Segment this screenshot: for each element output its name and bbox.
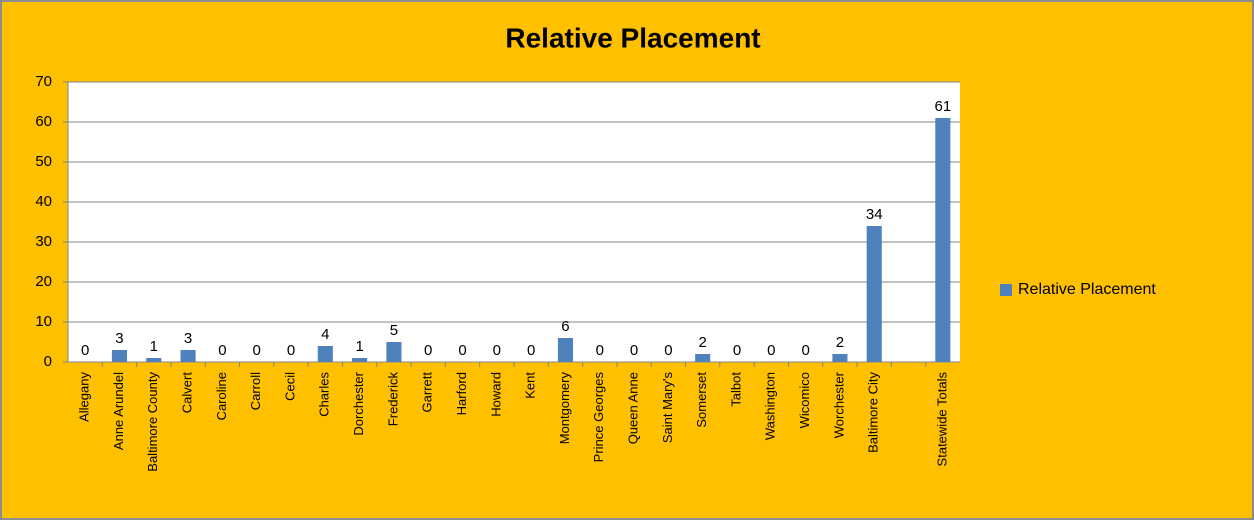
data-label: 0 (733, 342, 741, 359)
x-tick-label: Washington (763, 372, 778, 440)
bar (695, 354, 711, 362)
x-tick-label: Somerset (694, 372, 709, 428)
data-label: 0 (767, 342, 775, 359)
data-label: 0 (664, 342, 672, 359)
data-label: 6 (561, 318, 569, 335)
chart-title: Relative Placement (505, 22, 760, 53)
x-tick-label: Worchester (831, 371, 846, 438)
x-tick-label: Queen Anne (626, 372, 641, 444)
x-tick-label: Baltimore County (145, 372, 160, 472)
x-tick-label: Talbot (728, 372, 743, 407)
data-label: 2 (699, 334, 707, 351)
bar (352, 358, 368, 362)
x-tick-label: Dorchester (351, 371, 366, 435)
y-tick-label: 50 (35, 153, 52, 170)
data-label: 61 (935, 98, 952, 115)
x-tick-label: Baltimore City (866, 372, 881, 453)
x-tick-label: Montgomery (557, 372, 572, 445)
x-tick-label: Allegany (77, 372, 92, 422)
data-label: 34 (866, 206, 883, 223)
x-tick-label: Cecil (282, 372, 297, 401)
data-label: 0 (458, 342, 466, 359)
bar (146, 358, 162, 362)
data-label: 4 (321, 326, 329, 343)
x-tick-label: Carroll (248, 372, 263, 410)
bar (111, 350, 128, 362)
y-tick-label: 60 (35, 113, 52, 130)
data-label: 3 (115, 330, 123, 347)
data-label: 0 (218, 342, 226, 359)
x-tick-label: Wicomico (797, 372, 812, 428)
y-tick-label: 40 (35, 193, 52, 210)
bar (386, 342, 402, 362)
x-tick-label: Charles (317, 372, 332, 417)
data-label: 1 (355, 338, 363, 355)
data-label: 0 (493, 342, 501, 359)
data-label: 3 (184, 330, 192, 347)
x-tick-label: Kent (523, 372, 538, 399)
data-label: 0 (801, 342, 809, 359)
bar (866, 226, 882, 362)
data-label: 5 (390, 322, 398, 339)
bar (317, 346, 333, 362)
bar (935, 118, 951, 362)
data-label: 0 (81, 342, 89, 359)
y-tick-label: 10 (35, 313, 52, 330)
x-tick-label: Harford (454, 372, 469, 415)
x-tick-label: Anne Arundel (111, 372, 126, 450)
y-tick-label: 70 (35, 73, 52, 90)
x-tick-label: Calvert (180, 372, 195, 414)
x-tick-label: Frederick (385, 372, 400, 427)
legend-swatch (1000, 284, 1012, 296)
x-tick-label: Howard (488, 372, 503, 417)
data-label: 0 (424, 342, 432, 359)
plot-area (68, 82, 960, 362)
bar (180, 350, 196, 362)
x-tick-label: Prince Georges (591, 372, 606, 463)
x-tick-label: Garrett (420, 372, 435, 413)
y-tick-label: 30 (35, 233, 52, 250)
data-label: 0 (596, 342, 604, 359)
legend-label: Relative Placement (1018, 281, 1156, 298)
x-tick-label: Caroline (214, 372, 229, 420)
y-tick-label: 20 (35, 273, 52, 290)
x-tick-label: Statewide Totals (934, 372, 949, 467)
x-tick-label: Saint Mary's (660, 372, 675, 444)
data-label: 0 (253, 342, 261, 359)
data-label: 0 (630, 342, 638, 359)
bar (832, 354, 848, 362)
data-label: 1 (150, 338, 158, 355)
data-label: 2 (836, 334, 844, 351)
y-tick-label: 0 (44, 353, 52, 370)
bar (557, 338, 574, 362)
data-label: 0 (527, 342, 535, 359)
data-label: 0 (287, 342, 295, 359)
